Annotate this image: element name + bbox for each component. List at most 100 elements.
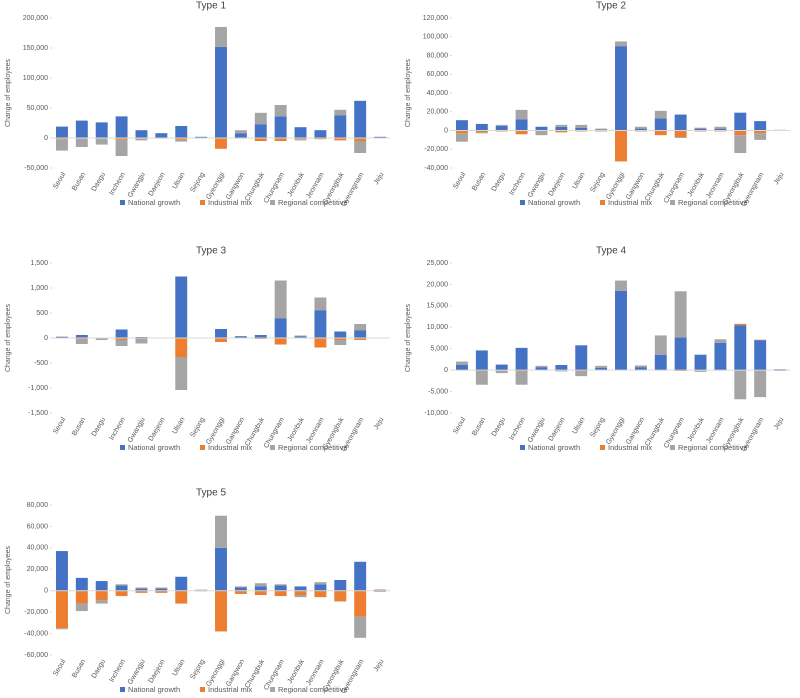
x-tick-label: Daegu xyxy=(491,171,507,192)
bar-segment xyxy=(135,590,148,593)
bar-segment xyxy=(734,130,747,136)
y-tick-label: -40,000 xyxy=(424,165,448,172)
y-tick-label: -50,000 xyxy=(24,165,48,172)
bar-segment xyxy=(334,580,347,591)
bar-segment xyxy=(274,338,287,345)
bar-segment xyxy=(714,342,727,371)
bar-segment xyxy=(175,576,188,591)
legend-label: Industrial mix xyxy=(608,198,652,207)
bar-segment xyxy=(455,365,468,371)
y-tick-label: 120,000 xyxy=(423,15,448,22)
bar-segment xyxy=(334,109,347,116)
bar-segment xyxy=(215,547,227,591)
bar-segment xyxy=(234,590,247,594)
legend-label: Industrial mix xyxy=(608,443,652,452)
x-tick-label: Gangwon xyxy=(225,658,246,688)
x-tick-label: Gwangju xyxy=(527,416,547,444)
legend-label: National growth xyxy=(128,685,180,694)
y-tick-label: 20,000 xyxy=(427,109,449,116)
y-tick-label: -5,000 xyxy=(428,388,448,395)
bar-segment xyxy=(95,122,108,138)
bar-segment xyxy=(334,590,347,602)
bar-segment xyxy=(595,365,608,368)
y-tick-label: 0 xyxy=(44,135,48,142)
bar-segment xyxy=(294,138,307,140)
bar-segment xyxy=(234,336,247,337)
bar-segment xyxy=(55,628,68,630)
x-tick-label: Sejong xyxy=(189,416,206,438)
x-tick-label: Jeonnam xyxy=(705,416,726,445)
x-tick-label: Daegu xyxy=(91,171,107,192)
legend-swatch xyxy=(600,200,605,205)
bar-segment xyxy=(75,577,88,591)
y-tick-label: 0 xyxy=(444,367,448,374)
legend-swatch xyxy=(120,200,125,205)
bar-segment xyxy=(254,586,267,591)
legend-label: Industrial mix xyxy=(208,443,252,452)
x-tick-label: Daejeon xyxy=(148,171,167,197)
bar-segment xyxy=(155,587,168,589)
bar-segment xyxy=(55,138,68,140)
bar-segment xyxy=(115,329,128,338)
bar-segment xyxy=(354,338,367,340)
bar-segment xyxy=(175,276,188,338)
bar-segment xyxy=(495,364,508,371)
bar-segment xyxy=(475,130,488,133)
bar-segment xyxy=(734,325,747,371)
chart-title: Type 1 xyxy=(196,1,226,12)
bar-segment xyxy=(734,135,747,153)
bar-segment xyxy=(374,589,387,591)
bar-segment xyxy=(234,336,247,338)
legend-swatch xyxy=(520,445,525,450)
bar-segment xyxy=(615,41,627,47)
bar-segment xyxy=(515,371,528,385)
chart-title: Type 3 xyxy=(196,246,226,257)
bar-segment xyxy=(575,127,588,131)
bar-segment xyxy=(294,127,307,138)
bar-segment xyxy=(374,590,387,592)
bar-segment xyxy=(254,590,267,595)
y-tick-label: -500 xyxy=(34,360,48,367)
y-tick-label: 200,000 xyxy=(23,15,48,22)
bar-segment xyxy=(495,370,508,374)
bar-segment xyxy=(175,126,188,138)
bar-segment xyxy=(495,124,508,126)
bar-segment xyxy=(354,330,367,338)
bar-segment xyxy=(55,139,68,151)
bar-segment xyxy=(734,370,747,400)
x-tick-label: Jeju xyxy=(373,658,386,673)
x-tick-label: Gangwon xyxy=(225,416,246,446)
bar-segment xyxy=(135,587,148,589)
x-tick-label: Daejeon xyxy=(148,416,167,442)
chart-title: Type 2 xyxy=(596,1,626,12)
x-tick-label: Jeonbuk xyxy=(287,171,307,198)
x-tick-label: Ulsan xyxy=(172,416,187,435)
legend-swatch xyxy=(200,687,205,692)
bar-segment xyxy=(115,585,128,591)
x-tick-label: Jeju xyxy=(773,416,786,431)
x-tick-label: Daejeon xyxy=(548,171,567,197)
bar-segment xyxy=(595,368,608,371)
x-tick-label: Ulsan xyxy=(572,171,587,190)
bar-segment xyxy=(714,126,727,129)
bar-segment xyxy=(135,130,148,138)
bar-segment xyxy=(334,331,347,338)
bar-segment xyxy=(294,335,307,337)
bar-segment xyxy=(254,112,267,125)
bar-segment xyxy=(354,590,367,617)
bar-segment xyxy=(274,105,287,117)
legend-label: Regional competitive xyxy=(278,685,348,694)
legend-swatch xyxy=(120,445,125,450)
x-tick-label: Daejeon xyxy=(548,416,567,442)
bar-segment xyxy=(754,130,767,134)
bar-segment xyxy=(714,339,727,343)
x-tick-label: Jeonnam xyxy=(705,171,726,200)
x-tick-label: Busan xyxy=(71,416,87,437)
x-tick-label: Gangwon xyxy=(625,171,646,201)
bar-segment xyxy=(354,616,367,638)
bar-segment xyxy=(115,116,128,138)
bar-segment xyxy=(75,339,88,344)
bar-segment xyxy=(475,371,488,385)
y-tick-label: 60,000 xyxy=(27,523,49,530)
bar-segment xyxy=(254,124,267,138)
